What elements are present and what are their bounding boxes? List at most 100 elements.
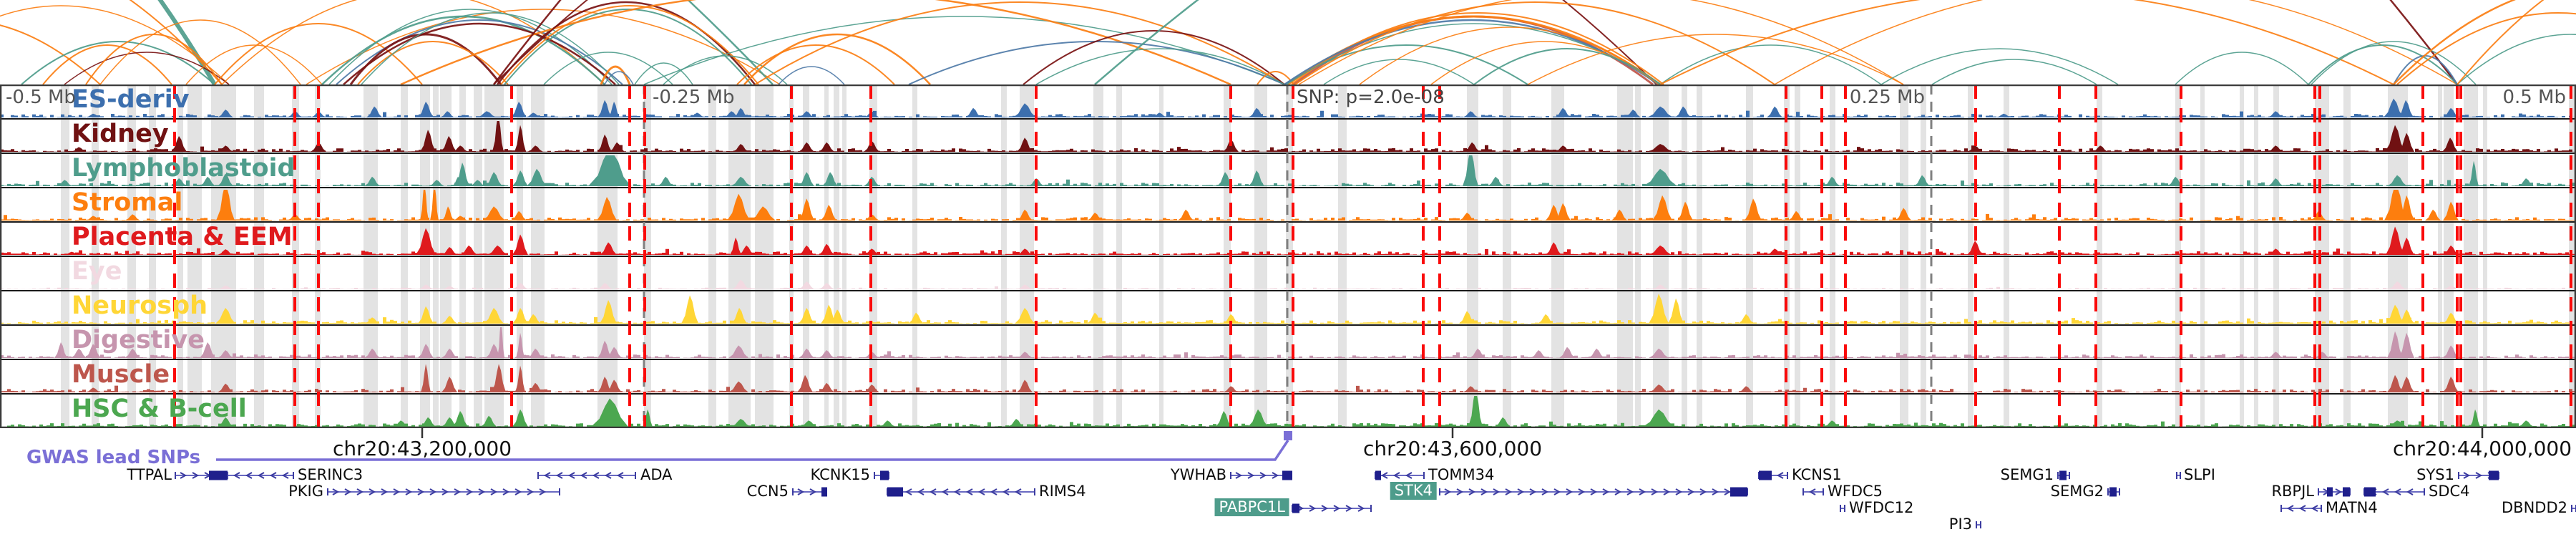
track-peak-digestive <box>606 347 622 358</box>
track-peak-es-deriv <box>723 111 739 117</box>
track-label-eye: Eye <box>72 257 122 286</box>
track-peak-hsc-b-cell <box>1643 409 1674 427</box>
gene-ada <box>537 472 636 479</box>
gene-matn4 <box>2280 505 2322 512</box>
track-peak-es-deriv <box>511 102 527 117</box>
interaction-arc <box>2308 44 2458 84</box>
interaction-arcs-canvas <box>0 0 2576 84</box>
track-peak-stromal <box>1178 209 1194 221</box>
track-peak-placenta-eem <box>2386 226 2404 255</box>
track-peak-eye <box>512 283 528 289</box>
track-peak-kidney <box>1464 142 1480 152</box>
track-peak-muscle <box>85 387 101 392</box>
track-peak-kidney <box>452 145 468 152</box>
track-peak-placenta-eem <box>1649 245 1672 255</box>
interaction-arc <box>321 15 605 84</box>
interaction-arc <box>357 41 509 84</box>
track-peak-lymphoblastoid <box>364 176 380 186</box>
track-peak-muscle <box>515 365 525 392</box>
gwas-snp-marker <box>1284 431 1292 440</box>
track-peak-neurosph <box>600 300 617 324</box>
track-peak-digestive <box>418 344 434 358</box>
track-peak-eye <box>597 283 613 289</box>
track-peak-es-deriv <box>218 110 233 117</box>
gene-kcnk15 <box>874 470 889 480</box>
track-peak-es-deriv <box>2443 107 2459 117</box>
track-peak-hsc-b-cell <box>1216 411 1231 427</box>
interaction-arc <box>42 44 172 84</box>
track-peak-neurosph <box>2399 309 2414 324</box>
track-peak-kidney <box>1555 145 1571 152</box>
track-peak-kidney <box>71 147 87 152</box>
track-signal-noise-neurosph <box>0 316 2576 324</box>
track-peak-lymphoblastoid <box>799 172 814 186</box>
track-peak-lymphoblastoid <box>2167 176 2183 186</box>
track-peak-muscle <box>1223 386 1239 392</box>
gene-label-slpi: SLPI <box>2184 466 2215 483</box>
track-peak-hsc-b-cell <box>2470 409 2480 427</box>
gene-ywhab <box>1230 470 1292 480</box>
scale-label: 0.5 Mb <box>2502 87 2566 108</box>
track-peak-lymphoblastoid <box>2387 175 2407 186</box>
track-peak-stromal <box>821 205 836 221</box>
track-peak-neurosph <box>1738 314 1754 324</box>
gene-sys1 <box>2458 470 2499 480</box>
track-peak-es-deriv <box>477 111 497 117</box>
gene-serinc3 <box>227 472 294 479</box>
interaction-arc <box>600 65 631 84</box>
track-peak-neurosph <box>525 314 541 324</box>
scale-label: -0.25 Mb <box>653 87 735 108</box>
track-peak-es-deriv <box>1013 103 1036 117</box>
gene-label-semg1: SEMG1 <box>2000 466 2054 483</box>
interaction-arc <box>349 33 502 84</box>
track-peak-stromal <box>1459 213 1475 221</box>
track-peak-es-deriv <box>1151 112 1167 117</box>
gwas-callout-line <box>216 440 1289 461</box>
gene-label-ada: ADA <box>640 466 673 483</box>
track-peak-kidney <box>2268 145 2283 152</box>
track-peak-hsc-b-cell <box>1248 409 1268 427</box>
track-peak-neurosph <box>908 312 924 324</box>
gene-kcns1 <box>1758 470 1788 480</box>
track-peak-lymphoblastoid <box>1488 176 1503 186</box>
track-label-digestive: Digestive <box>72 326 205 354</box>
track-peak-stromal <box>452 216 468 221</box>
interaction-arc <box>2311 41 2477 84</box>
track-peak-placenta-eem <box>1767 248 1782 255</box>
track-label-stromal: Stromal <box>72 188 183 217</box>
track-peak-digestive <box>486 344 502 358</box>
track-peak-stromal <box>1788 211 1804 221</box>
gene-sdc4 <box>2363 487 2425 497</box>
signal-tracks-canvas <box>0 84 2576 428</box>
gene-label-matn4: MATN4 <box>2326 499 2378 516</box>
track-label-neurosph: Neurosph <box>72 291 208 320</box>
track-peak-stromal <box>216 190 235 221</box>
track-peak-lymphoblastoid <box>2469 160 2479 186</box>
track-peak-neurosph <box>821 304 836 324</box>
track-peak-kidney <box>420 130 436 152</box>
interaction-arc <box>1880 48 2119 84</box>
track-peak-placenta-eem <box>1017 248 1033 255</box>
track-peak-hsc-b-cell <box>481 415 497 427</box>
track-peak-es-deriv <box>366 106 382 117</box>
track-peak-es-deriv <box>689 112 705 117</box>
gene-wfdc12 <box>1840 505 1845 512</box>
track-peak-muscle <box>728 381 748 392</box>
track-label-placenta-eem: Placenta & EEM <box>72 223 293 251</box>
track-peak-kidney <box>2092 145 2108 152</box>
track-peak-es-deriv <box>1647 106 1673 117</box>
track-peak-stromal <box>2425 209 2441 221</box>
track-peak-neurosph <box>681 295 698 324</box>
track-peak-es-deriv <box>440 111 454 117</box>
gene-label-sdc4: SDC4 <box>2429 483 2470 500</box>
track-peak-stromal <box>430 190 439 221</box>
track-peak-stromal <box>1611 209 1627 221</box>
track-peak-stromal <box>1896 208 1911 221</box>
track-peak-hsc-b-cell <box>1008 419 1024 427</box>
track-peak-kidney <box>2385 125 2405 152</box>
track-peak-es-deriv <box>733 107 748 117</box>
track-peak-neurosph <box>364 317 380 324</box>
track-peak-es-deriv <box>1767 106 1782 117</box>
track-peak-es-deriv <box>2268 111 2283 117</box>
track-peak-digestive <box>516 332 525 358</box>
